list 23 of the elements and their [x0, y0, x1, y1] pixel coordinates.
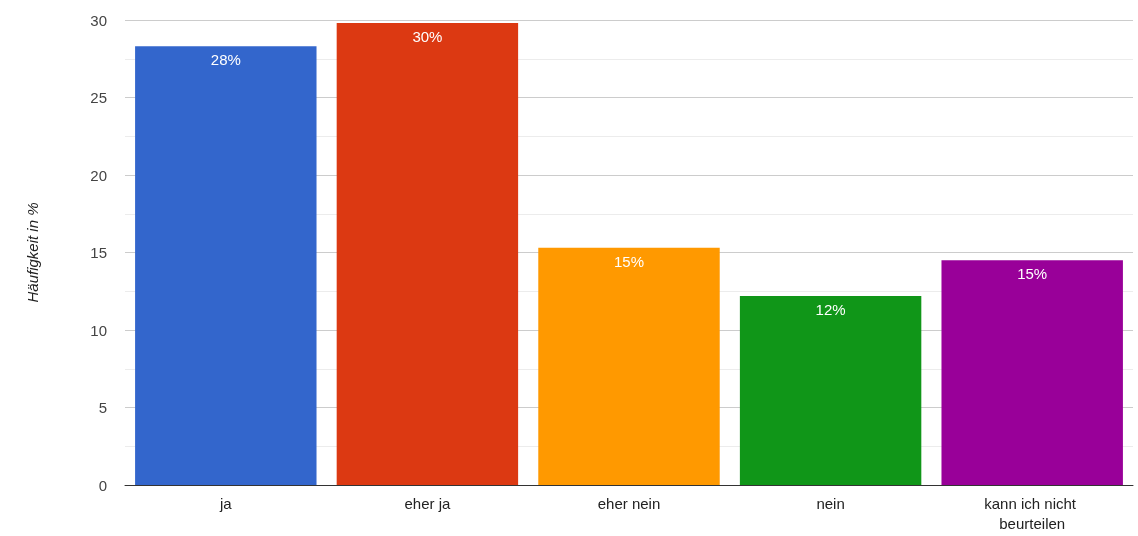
y-tick-label: 25 [90, 89, 107, 106]
y-tick-label: 30 [90, 11, 107, 29]
data-label: 30% [412, 28, 443, 46]
y-tick-label: 0 [98, 476, 107, 494]
data-label: 15% [613, 252, 645, 270]
data-label: 12% [815, 300, 846, 318]
x-tick-label: kann ich nicht beurteilen [984, 494, 1081, 532]
x-tick-label: eher nein [597, 494, 661, 512]
bar [336, 23, 519, 485]
x-tick-label: ja [218, 494, 233, 512]
y-tick-label: 10 [90, 321, 107, 339]
x-tick-label: nein [816, 494, 845, 512]
y-axis-title: Häufigkeit in % [24, 202, 41, 303]
y-tick-label: 5 [98, 399, 107, 416]
data-label: 28% [210, 51, 241, 69]
y-tick-label: 15 [90, 244, 107, 261]
bar [538, 247, 720, 485]
data-label: 15% [1017, 265, 1048, 283]
y-tick-label: 20 [90, 166, 107, 184]
bar [135, 46, 317, 485]
bar [739, 295, 922, 485]
bar [941, 260, 1123, 485]
x-tick-label: eher ja [404, 494, 451, 512]
